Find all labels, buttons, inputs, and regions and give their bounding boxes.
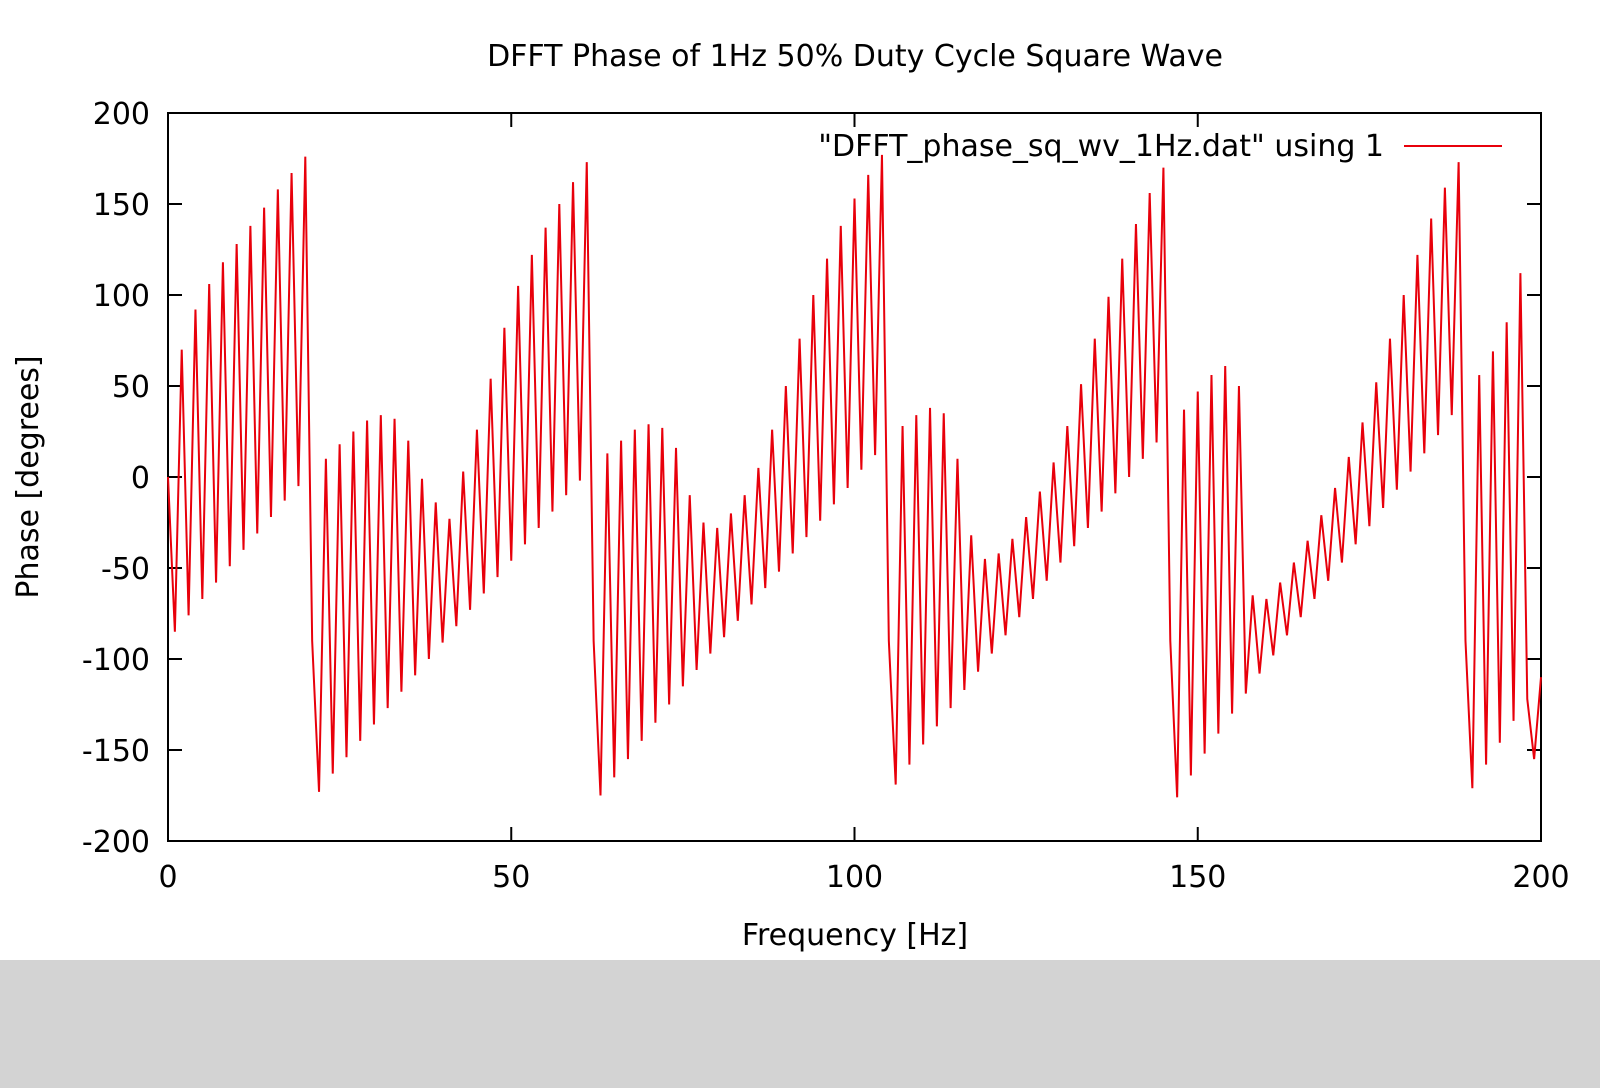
chart-svg: DFFT Phase of 1Hz 50% Duty Cycle Square … (11, 39, 1570, 953)
legend-label: "DFFT_phase_sq_wv_1Hz.dat" using 1 (818, 129, 1384, 164)
y-tick-label: -150 (82, 734, 150, 769)
y-axis-label: Phase [degrees] (11, 355, 46, 598)
y-tick-label: 100 (93, 279, 150, 314)
x-tick-label: 0 (158, 860, 177, 895)
y-tick-label: -50 (101, 552, 150, 587)
bottom-band (0, 960, 1600, 1088)
series-line-phase (167, 154, 1542, 798)
y-tick-label: -200 (82, 825, 150, 860)
chart-area: DFFT Phase of 1Hz 50% Duty Cycle Square … (0, 0, 1600, 960)
x-tick-label: 150 (1169, 860, 1226, 895)
y-tick-label: 150 (93, 188, 150, 223)
series-group (167, 154, 1542, 798)
x-axis-label: Frequency [Hz] (742, 918, 968, 953)
y-tick-label: -100 (82, 643, 150, 678)
legend: "DFFT_phase_sq_wv_1Hz.dat" using 1 (818, 129, 1502, 164)
y-tick-label: 0 (131, 461, 150, 496)
x-tick-label: 100 (826, 860, 883, 895)
x-tick-label: 50 (492, 860, 530, 895)
y-axis-ticks: -200 -150 -100 -50 0 50 100 150 200 (82, 97, 1541, 860)
x-tick-label: 200 (1512, 860, 1569, 895)
x-axis-ticks: 0 50 100 150 200 (158, 113, 1570, 895)
chart-title: DFFT Phase of 1Hz 50% Duty Cycle Square … (487, 39, 1223, 74)
y-tick-label: 200 (93, 97, 150, 132)
y-tick-label: 50 (112, 370, 150, 405)
